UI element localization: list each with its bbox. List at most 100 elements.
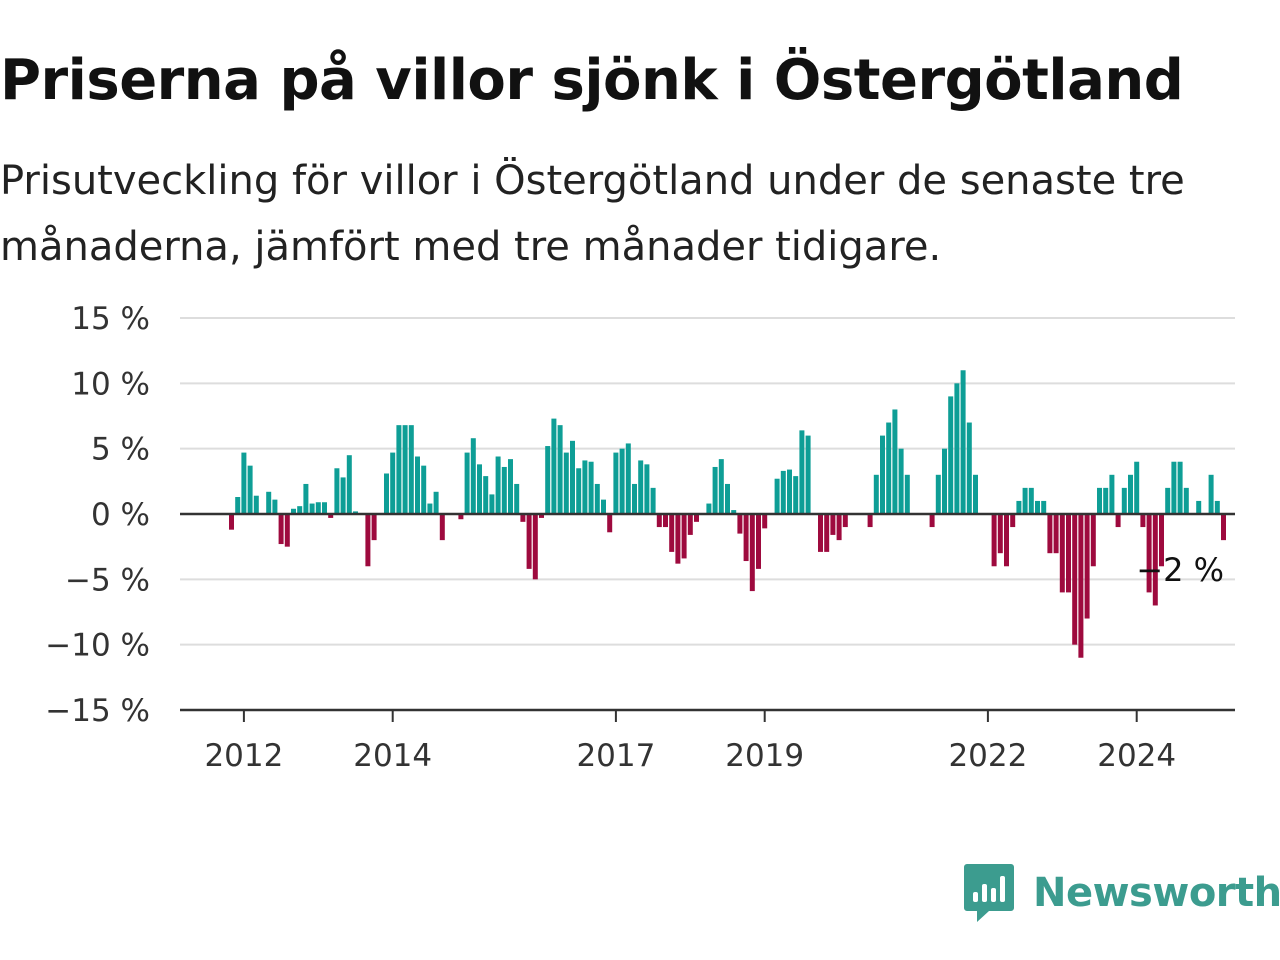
bar: [582, 460, 588, 514]
bar: [842, 514, 848, 528]
bar: [780, 470, 786, 514]
bar-chart: 15 %10 %5 %0 %−5 %−10 %−15 % 2012 2014 201…: [45, 301, 1235, 774]
bar: [632, 483, 637, 514]
bar: [315, 502, 321, 514]
latest-value-annotation: −2 %: [1136, 551, 1224, 589]
bar: [594, 483, 600, 514]
bar: [1035, 500, 1040, 514]
bar: [935, 474, 941, 514]
bar: [1022, 487, 1028, 514]
bar: [619, 448, 625, 514]
bar: [514, 483, 520, 514]
bar: [309, 503, 315, 514]
bar: [458, 514, 464, 520]
brand-name: Newsworthy: [1033, 870, 1280, 916]
bar: [421, 465, 427, 514]
chart-bubble-icon: [964, 864, 1014, 922]
bar: [1078, 514, 1084, 658]
bar: [774, 478, 780, 514]
bar: [942, 448, 947, 514]
bar: [1072, 514, 1078, 645]
bar: [526, 514, 532, 569]
bar: [235, 497, 241, 514]
bar: [520, 514, 526, 522]
bar: [1171, 461, 1177, 514]
bars: [229, 370, 1226, 658]
bar: [1183, 487, 1189, 514]
bar: [1041, 500, 1047, 514]
x-tick-label: 2012: [204, 738, 283, 774]
axes: [180, 512, 1235, 712]
bar: [1134, 461, 1140, 514]
x-tick-label: 2024: [1097, 738, 1176, 774]
bar: [576, 468, 582, 514]
bar: [601, 499, 606, 514]
bar: [557, 425, 563, 514]
bar: [284, 514, 290, 547]
x-axis-tick-labels: 2012 2014 2017 2019 2022 2024: [204, 710, 1176, 774]
x-tick-label: 2017: [576, 738, 655, 774]
bar: [483, 476, 489, 514]
bar: [1128, 474, 1133, 514]
bar: [247, 465, 253, 514]
bar: [1208, 474, 1214, 514]
bar: [687, 514, 693, 535]
chart-title: Priserna på villor sjönk i Östergötland: [0, 48, 1184, 113]
bar: [669, 514, 675, 552]
bar: [725, 483, 730, 514]
bar: [663, 514, 668, 528]
bar: [1221, 514, 1226, 541]
bar: [1084, 514, 1090, 619]
bar: [973, 474, 978, 514]
bar: [650, 487, 656, 514]
bar: [390, 452, 396, 514]
bar: [1214, 500, 1220, 514]
y-tick-label: −10 %: [45, 628, 150, 664]
bar: [229, 514, 234, 530]
bar: [898, 448, 904, 514]
bar: [1097, 487, 1102, 514]
bar: [799, 430, 805, 514]
bar: [1109, 474, 1115, 514]
bar: [1165, 487, 1171, 514]
y-axis-tick-labels: 15 % 10 % 5 % 0 % −5 % −10 % −15 %: [45, 301, 150, 729]
bar: [1103, 487, 1109, 514]
bar: [1053, 514, 1059, 554]
bar: [408, 425, 414, 514]
bar: [706, 503, 712, 514]
bar: [929, 514, 935, 528]
bar: [365, 514, 371, 567]
bar: [278, 514, 284, 545]
bar: [731, 510, 737, 514]
bar: [291, 508, 296, 514]
bar: [787, 469, 792, 514]
bar: [675, 514, 681, 564]
bar: [532, 514, 538, 580]
bar: [433, 491, 439, 514]
bar: [886, 422, 892, 514]
bar: [1177, 461, 1183, 514]
bar: [334, 468, 340, 514]
bar: [749, 514, 755, 592]
bar: [756, 514, 761, 569]
x-tick-label: 2019: [725, 738, 804, 774]
bar: [402, 425, 408, 514]
bar: [1066, 514, 1071, 593]
bar: [266, 491, 272, 514]
bar: [477, 464, 482, 514]
bar: [272, 499, 278, 514]
grid-lines: [180, 317, 1235, 646]
bar: [1059, 514, 1065, 593]
bar: [253, 495, 259, 514]
bar: [824, 514, 830, 552]
bar: [880, 435, 885, 514]
bar: [656, 514, 662, 528]
y-tick-label: 10 %: [71, 366, 150, 402]
bar: [737, 514, 743, 534]
x-tick-label: 2014: [353, 738, 432, 774]
bar: [427, 503, 433, 514]
bar: [241, 452, 247, 514]
bar: [1115, 514, 1121, 528]
bar: [297, 506, 303, 514]
y-tick-label: 5 %: [91, 432, 150, 468]
